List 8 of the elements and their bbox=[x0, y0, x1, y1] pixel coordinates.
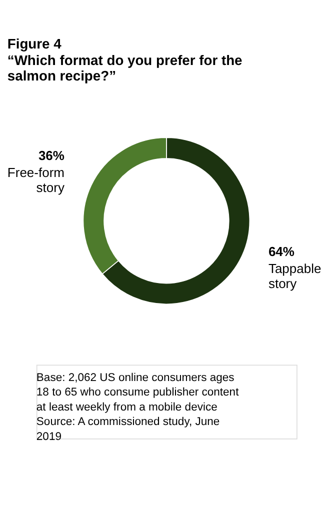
source-note: Source: A commissioned study, June 2019 bbox=[36, 416, 220, 443]
chart-subtitle: “Which format do you prefer for the salmon recipe?” bbox=[7, 52, 243, 84]
data-label: 64% bbox=[268, 244, 295, 259]
chart-title: Figure 4 bbox=[7, 35, 62, 52]
slice-label: Free-form story bbox=[7, 165, 65, 195]
slice-label: Tappable story bbox=[268, 261, 322, 291]
text: Base: 2,062 US online consumers ages 18 to 65 who consume publisher content at least weekly from a mobile device bbox=[36, 372, 240, 414]
data-label: 36% bbox=[38, 148, 65, 163]
